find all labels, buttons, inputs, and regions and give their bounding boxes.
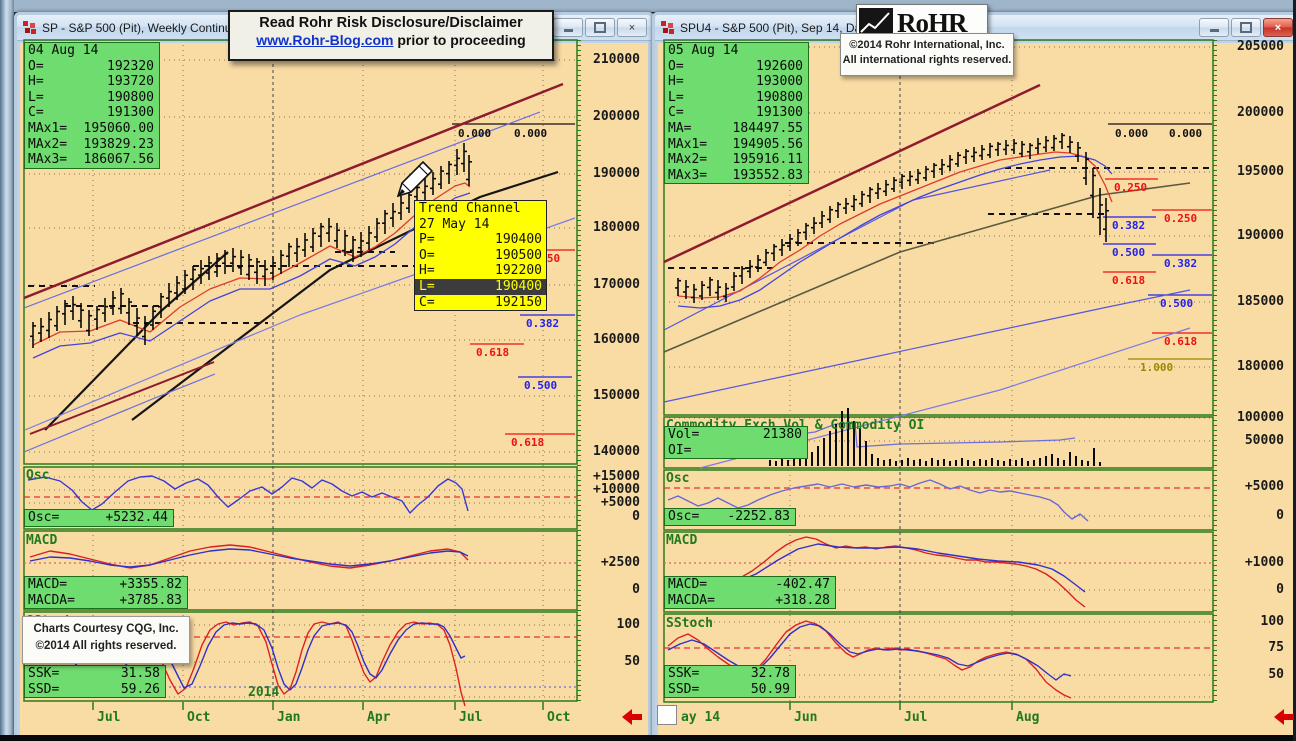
- disclaimer-line1: Read Rohr Risk Disclosure/Disclaimer: [259, 15, 523, 31]
- trend-channel-tooltip: Trend Channel 27 May 14 P= 190400 O= 190500 H=…: [414, 200, 547, 312]
- background-window-edge: [0, 0, 14, 735]
- price-axis-ruler-left: [577, 40, 581, 701]
- cqg-credit-box: Charts Courtesy CQG, Inc. ©2014 All righ…: [22, 616, 190, 664]
- tooltip-row: H= 192200: [419, 263, 542, 279]
- background-strip-bottom: [0, 735, 1296, 741]
- restore-button[interactable]: [1231, 18, 1261, 37]
- cqg-credit-line2: ©2014 All rights reserved.: [35, 639, 177, 652]
- copyright-line1: ©2014 Rohr International, Inc.: [849, 39, 1005, 51]
- minimize-button[interactable]: [1199, 18, 1229, 37]
- cqg-credit-line1: Charts Courtesy CQG, Inc.: [33, 623, 179, 635]
- tooltip-row: L= 190400: [415, 278, 546, 295]
- disclaimer-line2-rest: prior to proceeding: [393, 32, 526, 48]
- background-strip-right: [1293, 0, 1296, 741]
- window-spu4-daily: SPU4 - S&P 500 (Pit), Sep 14, Daily ×: [652, 12, 1296, 741]
- tooltip-row: O= 190500: [419, 247, 542, 263]
- window-title-right: SPU4 - S&P 500 (Pit), Sep 14, Daily: [680, 20, 873, 35]
- background-strip-top: [0, 0, 1296, 12]
- axis-corner-box: [657, 705, 677, 725]
- risk-disclaimer-banner: Read Rohr Risk Disclosure/Disclaimer www…: [228, 10, 554, 61]
- minimize-button[interactable]: [553, 18, 583, 37]
- tooltip-row: 27 May 14: [419, 216, 490, 232]
- disclaimer-line2: www.Rohr-Blog.com prior to proceeding: [230, 32, 552, 48]
- close-button[interactable]: ×: [1263, 18, 1293, 37]
- restore-button[interactable]: [585, 18, 615, 37]
- chart-area-right[interactable]: [658, 43, 1294, 738]
- cqg-app-icon: [23, 20, 37, 35]
- rohr-blog-link[interactable]: www.Rohr-Blog.com: [256, 32, 394, 48]
- rohr-logo-text: RoHR: [897, 7, 967, 38]
- price-axis-ruler-right: [1213, 40, 1217, 702]
- window-title-left: SP - S&P 500 (Pit), Weekly Continuatio: [42, 20, 251, 35]
- pencil-cursor: [396, 160, 434, 198]
- cqg-app-icon: [661, 20, 675, 35]
- tooltip-row: C= 192150: [419, 294, 542, 310]
- close-button[interactable]: ×: [617, 18, 647, 37]
- tooltip-row: P= 190400: [419, 232, 542, 248]
- copyright-line2: All international rights reserved.: [842, 53, 1012, 66]
- rohr-copyright-box: ©2014 Rohr International, Inc. All inter…: [840, 33, 1014, 76]
- tooltip-row: Trend Channel: [419, 201, 521, 216]
